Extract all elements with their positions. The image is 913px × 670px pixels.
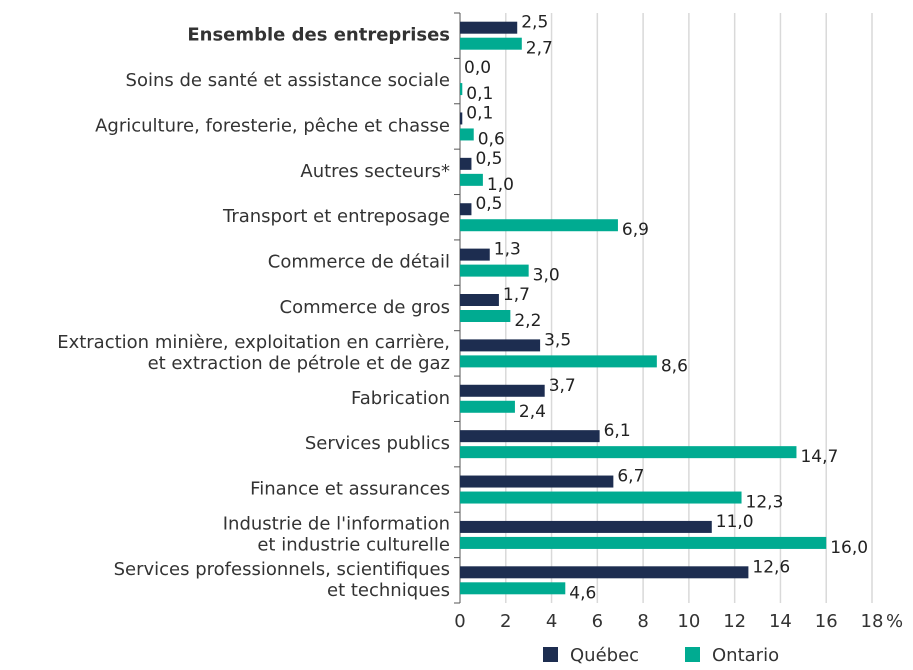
value-label: 14,7 bbox=[800, 447, 838, 467]
bar bbox=[460, 520, 712, 533]
legend-swatch bbox=[685, 647, 700, 662]
bar bbox=[460, 157, 472, 170]
value-label: 3,0 bbox=[533, 266, 560, 286]
bar bbox=[460, 294, 499, 306]
value-label: 12,3 bbox=[746, 493, 784, 513]
category-label: Services professionnels, scientifiques bbox=[114, 559, 450, 580]
x-tick-label: 10 bbox=[677, 611, 700, 632]
bar bbox=[460, 248, 490, 261]
value-label: 3,5 bbox=[544, 330, 571, 350]
value-label: 4,6 bbox=[569, 583, 596, 603]
bar bbox=[460, 475, 614, 488]
x-tick-label: 18 bbox=[861, 611, 884, 632]
x-tick-label: 16 bbox=[815, 611, 838, 632]
category-label: Commerce de gros bbox=[280, 297, 450, 318]
bar bbox=[460, 264, 529, 277]
value-label: 0,0 bbox=[464, 58, 491, 78]
value-label: 2,2 bbox=[514, 311, 541, 331]
x-tick-label: 12 bbox=[723, 611, 746, 632]
x-tick-label: 6 bbox=[592, 611, 603, 632]
value-label: 2,7 bbox=[526, 39, 553, 59]
value-label: 1,3 bbox=[494, 240, 521, 260]
bar bbox=[460, 384, 545, 397]
value-label: 12,6 bbox=[752, 557, 790, 577]
bar bbox=[460, 112, 463, 125]
bar bbox=[460, 339, 541, 352]
category-label: Soins de santé et assistance sociale bbox=[126, 70, 450, 91]
category-label: Agriculture, foresterie, pêche et chasse bbox=[95, 115, 450, 136]
legend-swatch bbox=[543, 647, 558, 662]
bar bbox=[460, 491, 742, 504]
bar bbox=[460, 400, 515, 413]
legend-label: Ontario bbox=[712, 645, 779, 666]
category-label: Fabrication bbox=[351, 388, 450, 409]
value-label: 0,1 bbox=[466, 84, 493, 104]
category-label: Industrie de l'information bbox=[223, 513, 450, 534]
x-tick-label: 14 bbox=[769, 611, 792, 632]
value-label: 6,9 bbox=[622, 220, 649, 240]
value-label: 8,6 bbox=[661, 356, 688, 376]
value-label: 6,1 bbox=[604, 421, 631, 441]
bar bbox=[460, 430, 600, 443]
value-label: 6,7 bbox=[617, 467, 644, 487]
legend-label: Québec bbox=[570, 645, 639, 666]
bar bbox=[460, 128, 474, 141]
bar bbox=[460, 536, 827, 549]
category-label: Autres secteurs* bbox=[300, 161, 450, 182]
x-tick-label: 2 bbox=[500, 611, 511, 632]
category-label: Transport et entreposage bbox=[222, 206, 450, 227]
bar bbox=[460, 37, 522, 50]
value-label: 2,5 bbox=[521, 13, 548, 33]
value-label: 1,0 bbox=[487, 175, 514, 195]
category-label: et extraction de pétrole et de gaz bbox=[148, 353, 450, 374]
x-tick-label: 0 bbox=[454, 611, 465, 632]
category-label: Finance et assurances bbox=[250, 479, 450, 500]
value-label: 2,4 bbox=[519, 402, 546, 422]
bar bbox=[460, 310, 511, 322]
category-label: Commerce de détail bbox=[268, 252, 450, 273]
x-tick-label: 4 bbox=[546, 611, 557, 632]
value-label: 0,1 bbox=[466, 103, 493, 123]
category-label: Services publics bbox=[305, 433, 450, 454]
bar bbox=[460, 355, 657, 368]
value-label: 16,0 bbox=[830, 538, 868, 558]
category-label: et techniques bbox=[327, 580, 450, 601]
bar bbox=[460, 446, 797, 459]
category-label: et industrie culturelle bbox=[257, 534, 450, 555]
bar bbox=[460, 173, 483, 186]
bar bbox=[460, 219, 618, 232]
value-label: 3,7 bbox=[549, 376, 576, 396]
value-label: 0,5 bbox=[475, 149, 502, 169]
value-label: 11,0 bbox=[716, 512, 754, 532]
value-label: 0,6 bbox=[478, 129, 505, 149]
value-label: 0,5 bbox=[475, 194, 502, 214]
value-label: 1,7 bbox=[503, 285, 530, 305]
x-tick-label: 8 bbox=[637, 611, 648, 632]
bar bbox=[460, 203, 472, 216]
bar bbox=[460, 83, 463, 96]
bar bbox=[460, 582, 566, 595]
bar bbox=[460, 566, 749, 579]
category-label: Extraction minière, exploitation en carr… bbox=[57, 332, 450, 353]
bar bbox=[460, 21, 518, 34]
x-axis-label: % bbox=[886, 611, 903, 632]
category-label: Ensemble des entreprises bbox=[187, 25, 450, 46]
